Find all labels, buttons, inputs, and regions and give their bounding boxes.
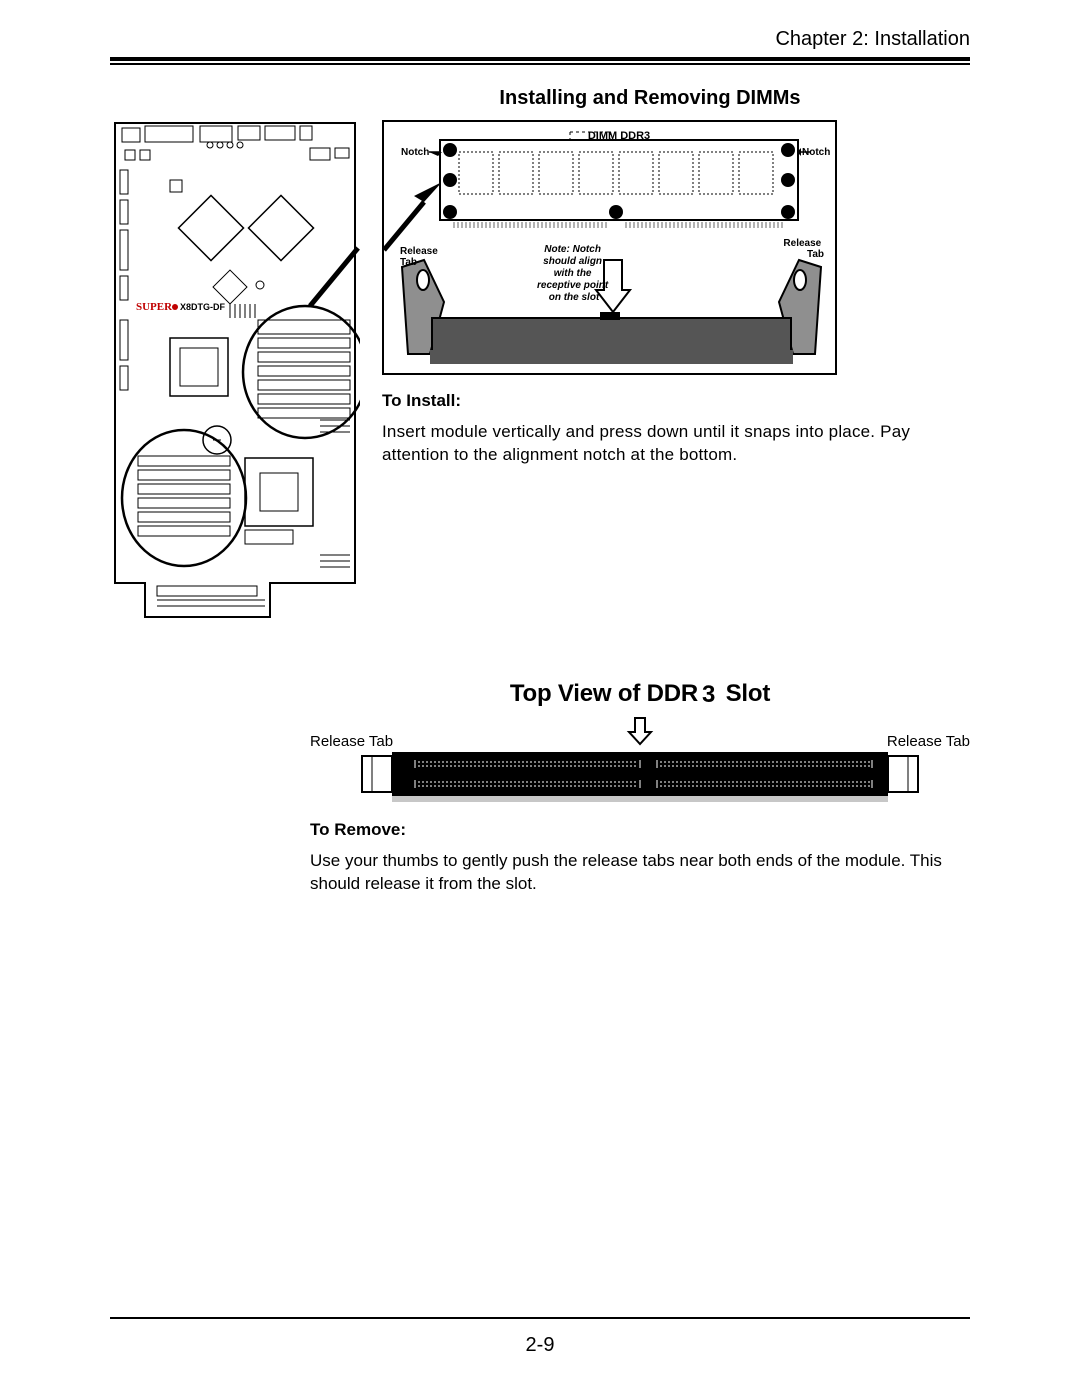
page-number: 2-9 [0, 1334, 1080, 1357]
svg-text:SUPER: SUPER [136, 301, 173, 313]
page: Chapter 2: Installation Installing and R… [0, 0, 1080, 896]
ddr3-slot-topview [310, 750, 970, 806]
chapter-header: Chapter 2: Installation [110, 28, 970, 61]
section-title: Installing and Removing DIMMs [330, 87, 970, 110]
right-column: DIMM DDR3 [382, 120, 970, 467]
header-rule [110, 63, 970, 65]
to-remove-body: Use your thumbs to gently push the relea… [310, 850, 970, 896]
content-row: SUPER X8DTG-DF [110, 120, 970, 620]
down-arrow-icon [626, 716, 654, 750]
dimm-label: DIMM DDR3 [588, 130, 650, 142]
topview-title: Top View of DDR3 Slot [310, 680, 970, 708]
motherboard-diagram: SUPER X8DTG-DF [110, 120, 360, 620]
topview-block: Top View of DDR3 Slot Release Tab Releas… [310, 680, 970, 896]
brand-super: SUPER [136, 301, 173, 313]
topview-release-left: Release Tab [310, 733, 393, 750]
release-right-label: Release Tab [783, 238, 824, 260]
to-install-body: Insert module vertically and press down … [382, 421, 970, 467]
topview-release-right: Release Tab [887, 733, 970, 750]
footer-rule [110, 1317, 970, 1319]
notch-left-label: Notch [401, 147, 429, 158]
board-model: X8DTG-DF [180, 302, 226, 312]
to-remove-heading: To Remove: [310, 820, 970, 840]
to-install-heading: To Install: [382, 391, 970, 411]
dimm-diagram: DIMM DDR3 [382, 120, 837, 375]
